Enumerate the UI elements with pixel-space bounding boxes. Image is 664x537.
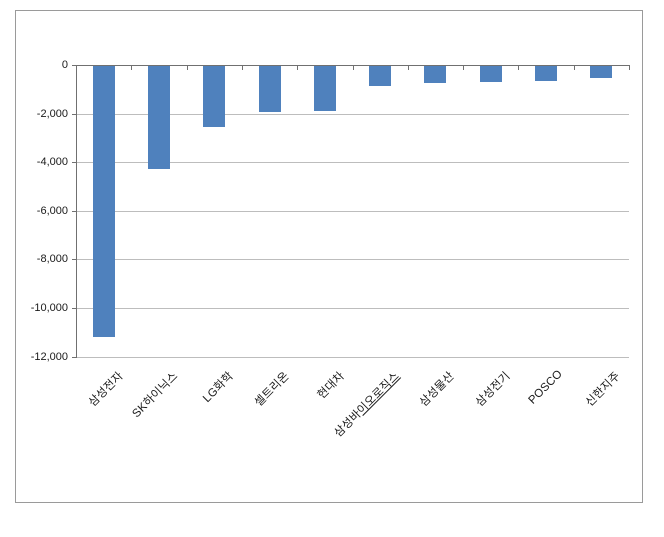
bar bbox=[259, 66, 281, 112]
y-axis-label: 0 bbox=[61, 59, 68, 71]
y-axis-tick bbox=[72, 259, 76, 260]
x-axis-tick bbox=[463, 66, 464, 70]
bar bbox=[93, 66, 115, 337]
x-axis-tick bbox=[408, 66, 409, 70]
x-axis-tick bbox=[574, 66, 575, 70]
y-axis-label: -4,000 bbox=[36, 156, 68, 168]
x-axis-tick bbox=[353, 66, 354, 70]
gridline bbox=[76, 114, 629, 115]
bar bbox=[480, 66, 502, 82]
y-axis-tick bbox=[72, 114, 76, 115]
x-axis-tick bbox=[76, 66, 77, 70]
y-axis-tick bbox=[72, 65, 76, 66]
x-axis-line bbox=[76, 65, 630, 66]
bar bbox=[203, 66, 225, 127]
y-axis-tick bbox=[72, 357, 76, 358]
gridline bbox=[76, 259, 629, 260]
bar bbox=[148, 66, 170, 169]
y-axis-tick bbox=[72, 211, 76, 212]
bar bbox=[424, 66, 446, 83]
x-axis-tick bbox=[629, 66, 630, 70]
bar bbox=[314, 66, 336, 111]
x-axis-tick bbox=[187, 66, 188, 70]
x-axis-tick bbox=[242, 66, 243, 70]
y-axis-label: -8,000 bbox=[36, 253, 68, 265]
bar bbox=[590, 66, 612, 78]
y-axis-line bbox=[76, 65, 77, 358]
gridline bbox=[76, 162, 629, 163]
x-axis-tick bbox=[297, 66, 298, 70]
y-axis-label: -10,000 bbox=[30, 302, 68, 314]
bar bbox=[369, 66, 391, 86]
x-axis-tick bbox=[131, 66, 132, 70]
y-axis-label: -6,000 bbox=[36, 205, 68, 217]
gridline bbox=[76, 308, 629, 309]
gridline bbox=[76, 357, 629, 358]
y-axis-tick bbox=[72, 308, 76, 309]
y-axis-label: -2,000 bbox=[36, 108, 68, 120]
bar bbox=[535, 66, 557, 81]
y-axis-label: -12,000 bbox=[30, 351, 68, 363]
x-axis-tick bbox=[518, 66, 519, 70]
gridline bbox=[76, 211, 629, 212]
y-axis-tick bbox=[72, 162, 76, 163]
